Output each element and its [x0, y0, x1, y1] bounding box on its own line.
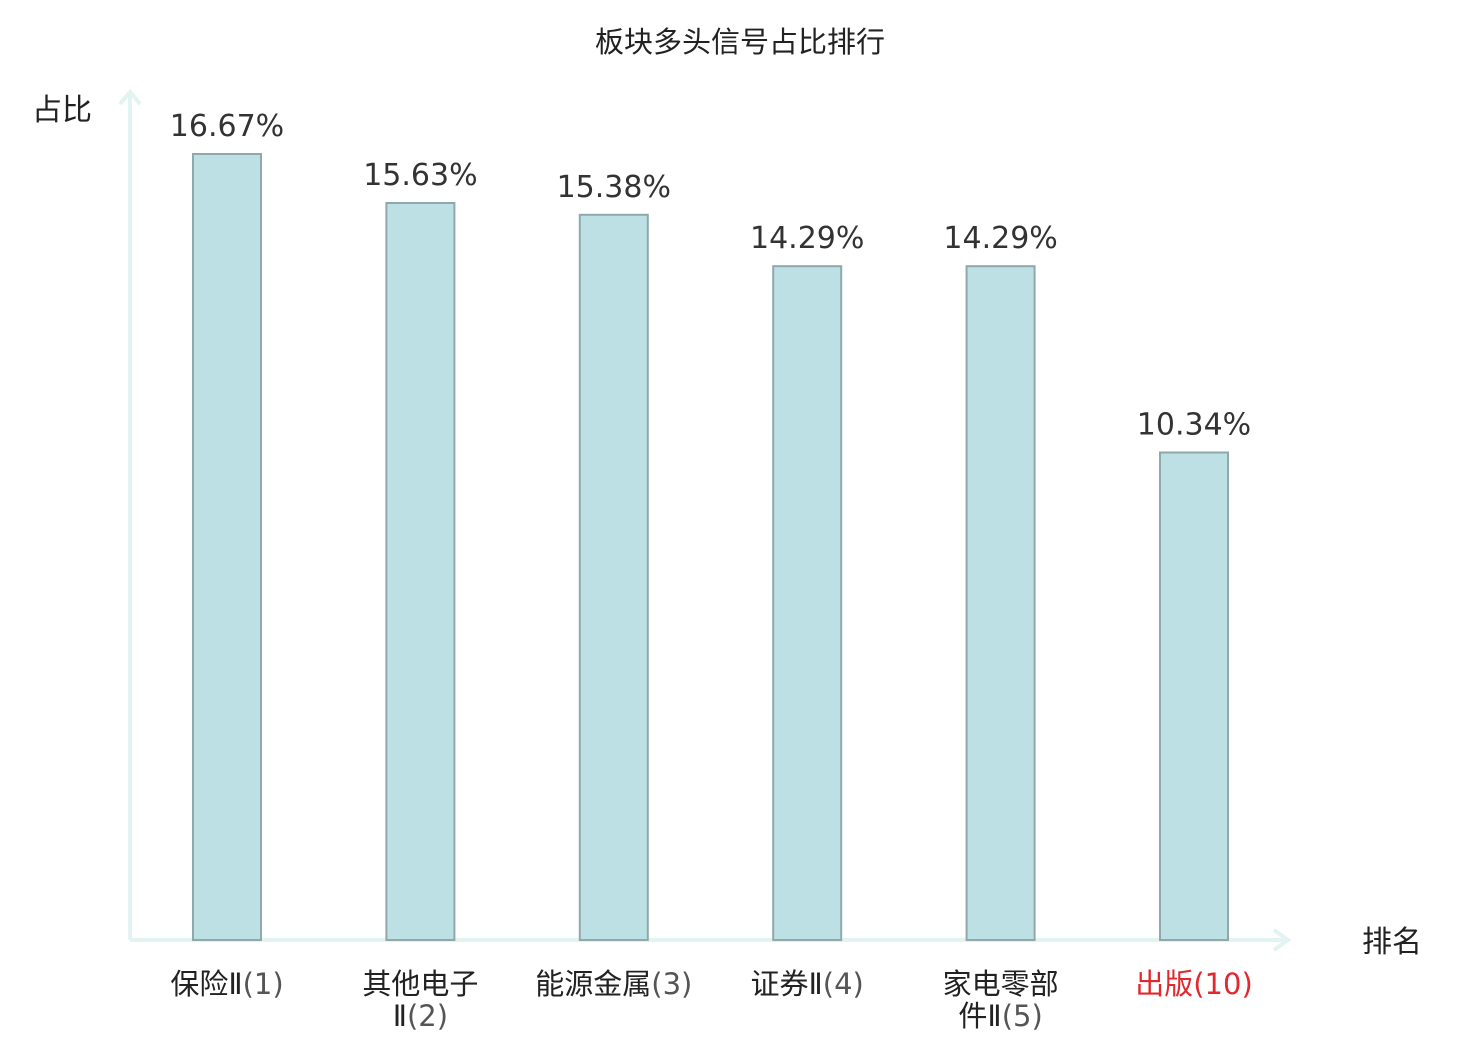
category-labels-group: 保险Ⅱ(1) 其他电子 Ⅱ(2) 能源金属(3) 证券Ⅱ(4) 家电零部件Ⅱ(5) 出版(1…: [170, 967, 1252, 1033]
category-label-1: 保险Ⅱ(1): [170, 967, 283, 1001]
category-label-5: 家电零部件Ⅱ(5): [943, 967, 1059, 1033]
category-label-4: 证券Ⅱ(4): [751, 967, 864, 1001]
y-axis-arrow: [118, 88, 142, 106]
y-axis-title: 占比: [32, 93, 92, 128]
bar-5: [965, 265, 1036, 941]
value-label-3: 15.38%: [557, 170, 671, 205]
bar-6: [1159, 451, 1229, 941]
value-label-5: 14.29%: [943, 221, 1057, 256]
value-label-4: 14.29%: [750, 221, 864, 256]
x-axis-arrow: [1272, 928, 1292, 952]
category-label-6: 出版(10): [1135, 967, 1253, 1001]
bar-4: [772, 265, 843, 941]
value-label-6: 10.34%: [1137, 408, 1251, 443]
value-label-2: 15.63%: [363, 158, 477, 193]
bar-1: [192, 153, 262, 941]
x-axis-title: 排名: [1362, 925, 1422, 960]
bar-2: [385, 202, 456, 941]
bar-3: [578, 213, 649, 942]
category-label-2: 其他电子 Ⅱ(2): [362, 967, 478, 1033]
chart-title: 板块多头信号占比排行: [595, 25, 885, 59]
value-label-1: 16.67%: [170, 109, 284, 144]
value-labels-group: 16.67% 15.63% 15.38% 14.29% 14.29% 10.34%: [170, 109, 1251, 443]
axes: [118, 88, 1292, 952]
bars-group: [192, 153, 1229, 942]
category-label-3: 能源金属(3): [535, 967, 692, 1001]
